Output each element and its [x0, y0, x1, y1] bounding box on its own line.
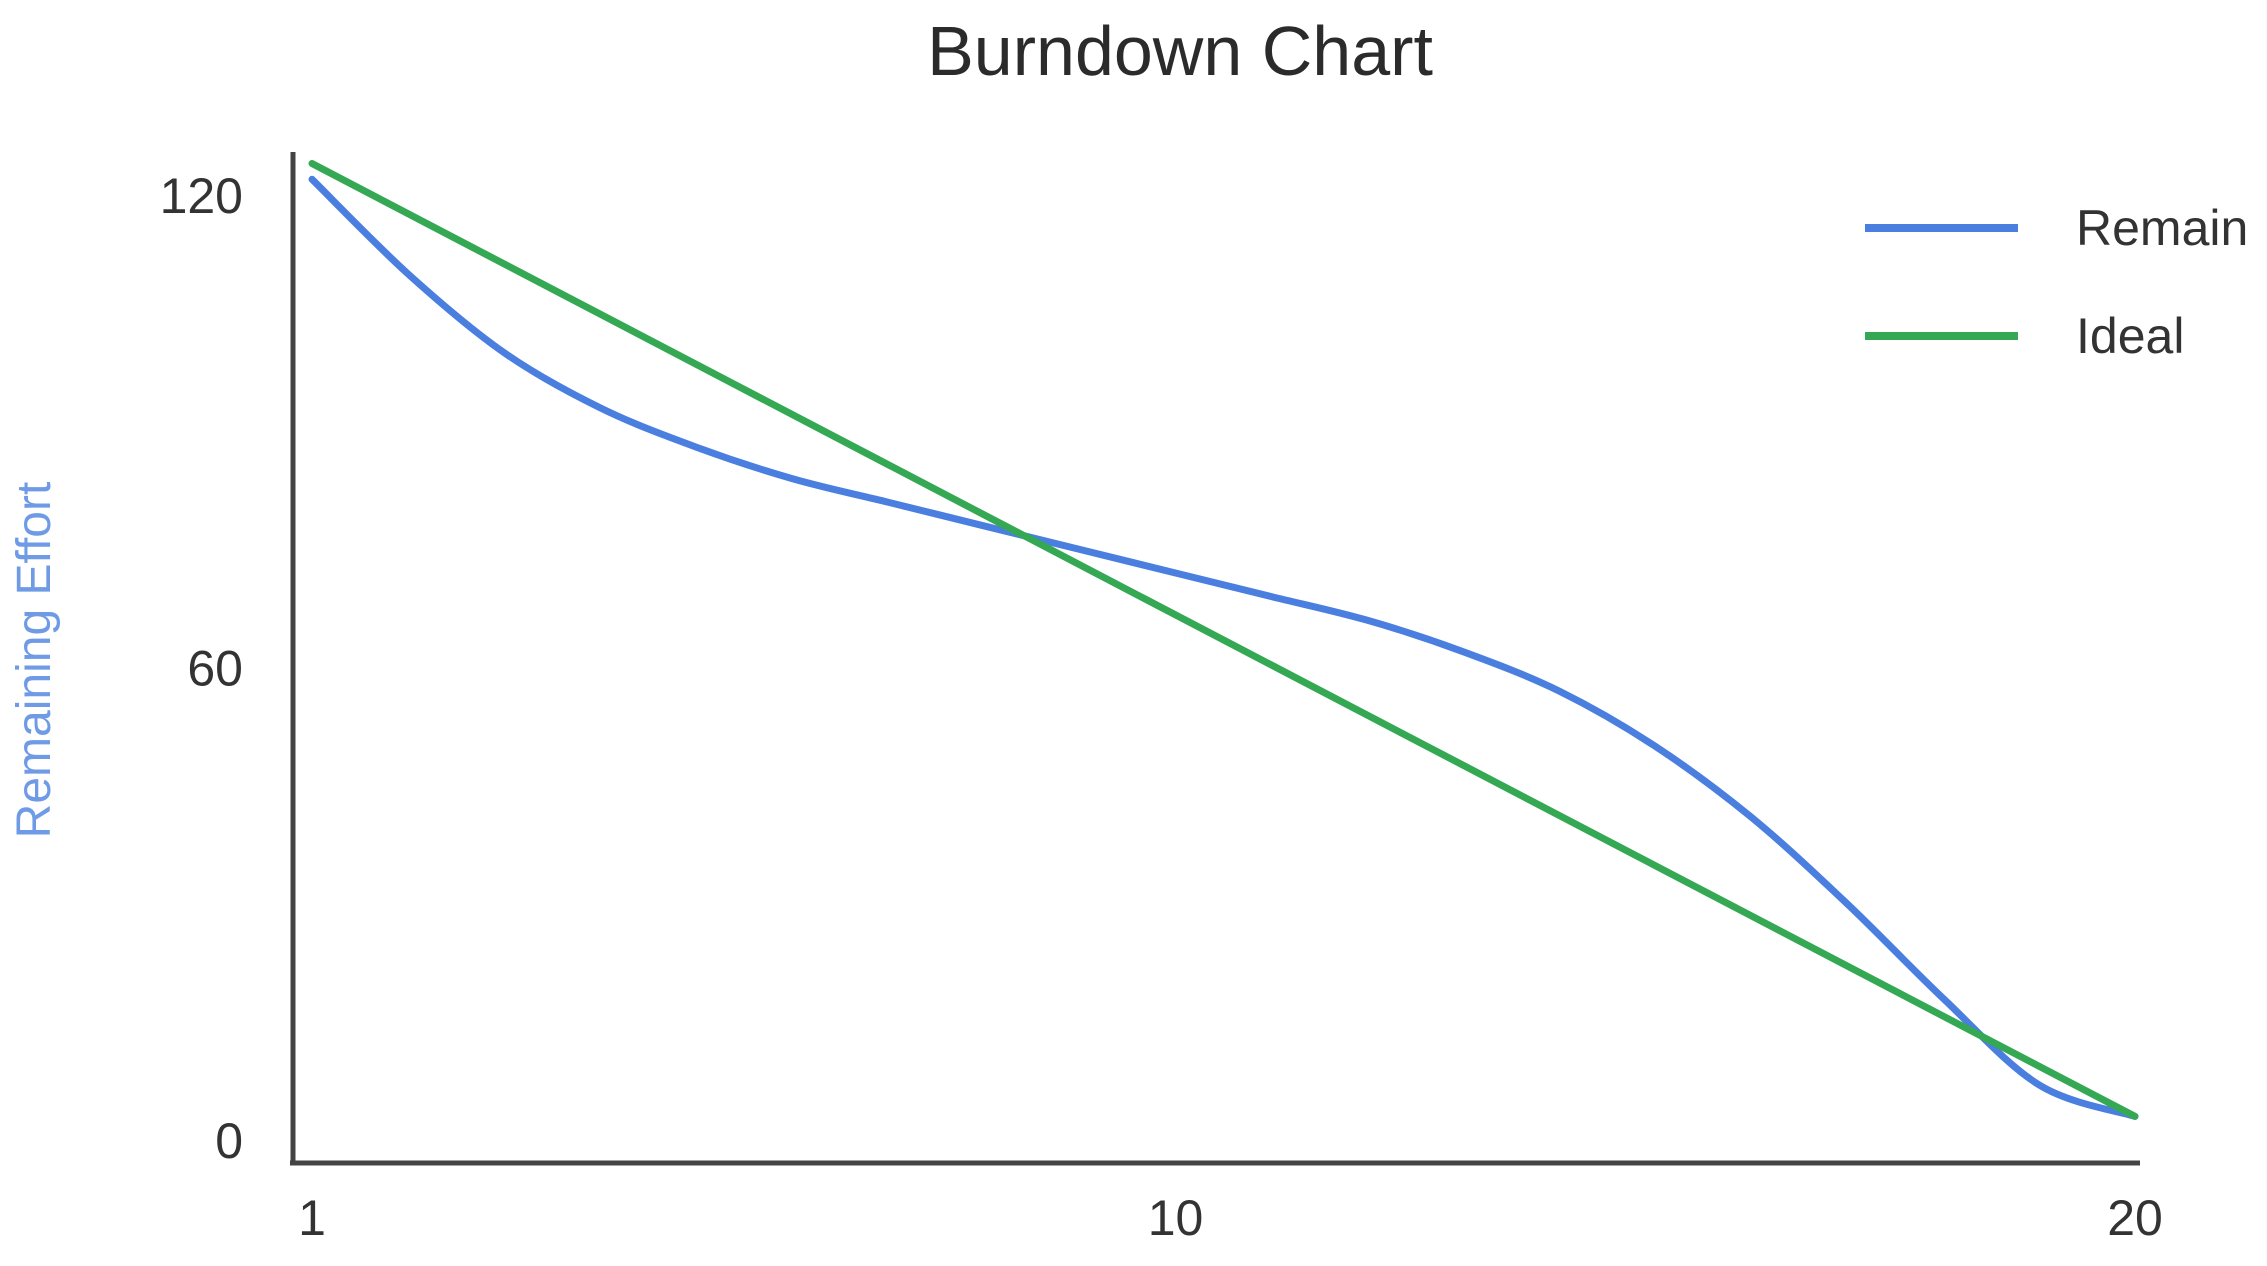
y-tick-labels: 120 60 0: [160, 168, 243, 1169]
y-tick-label: 0: [215, 1113, 243, 1169]
x-tick-label: 10: [1148, 1190, 1204, 1246]
chart-title: Burndown Chart: [927, 12, 1433, 90]
x-tick-labels: 1 10 20: [298, 1190, 2163, 1246]
x-tick-label: 1: [298, 1190, 326, 1246]
legend: Remain Ideal: [1865, 200, 2248, 364]
x-tick-label: 20: [2107, 1190, 2163, 1246]
legend-label-ideal: Ideal: [2076, 308, 2184, 364]
y-tick-label: 120: [160, 168, 243, 224]
y-axis-label: Remaining Effort: [8, 482, 61, 839]
series-line-ideal: [308, 160, 2139, 1120]
series-lines: [308, 160, 2139, 1120]
y-tick-label: 60: [187, 641, 243, 697]
series-line-remain: [308, 175, 2139, 1120]
legend-label-remain: Remain: [2076, 200, 2248, 256]
